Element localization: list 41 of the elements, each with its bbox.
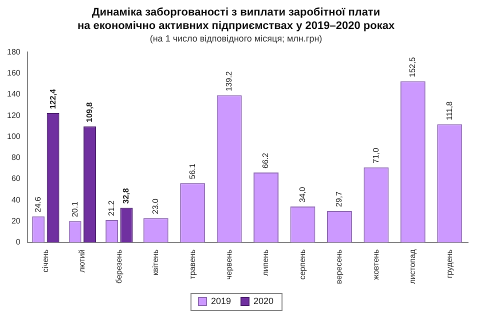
data-label: 122,4 (48, 88, 58, 110)
data-label: 111,8 (444, 100, 454, 120)
y-tick-label: 20 (11, 216, 21, 226)
legend-label: 2019 (210, 296, 232, 306)
y-tick-label: 140 (6, 90, 21, 99)
y-tick-label: 160 (6, 68, 21, 78)
data-label: 152,5 (408, 56, 418, 78)
x-tick-label: липень (261, 249, 270, 276)
x-tick-label: жовтень (371, 249, 380, 280)
y-tick-label: 80 (11, 153, 21, 162)
legend-label: 2020 (254, 296, 274, 306)
data-label: 29,7 (334, 190, 344, 208)
x-tick-label: листопад (408, 249, 418, 284)
data-label: 24.6 (34, 196, 43, 212)
x-tick-label: вересень (334, 249, 344, 284)
x-tick-label: лютий (78, 249, 87, 272)
data-label: 109,8 (84, 102, 94, 122)
x-tick-label: березень (114, 249, 124, 284)
chart-title: Динаміка заборгованості з виплати заробітної плати на економічно активних підприємствах у 2019–2020 роках (77, 6, 396, 32)
x-tick-label: червень (224, 249, 234, 280)
x-tick-label: серпень (298, 249, 307, 280)
y-tick-label: 120 (6, 110, 21, 120)
chart-subtitle: (на 1 число відповідного місяця; млн.грн) (150, 33, 322, 44)
y-tick-label: 100 (6, 132, 21, 141)
y-tick-label: 0 (16, 238, 21, 247)
x-tick-label: квітень (151, 249, 160, 276)
data-label: 32,8 (122, 188, 131, 204)
data-label: 66.2 (261, 152, 270, 168)
x-tick-label: січень (40, 249, 50, 272)
x-tick-label: грудень (444, 249, 454, 278)
y-tick-label: 180 (6, 47, 21, 56)
data-label: 21.2 (107, 200, 116, 216)
data-label: 23.0 (151, 198, 160, 214)
data-label: 34,0 (298, 186, 307, 202)
data-label: 139.2 (224, 70, 234, 92)
data-label: 56.1 (188, 162, 197, 180)
y-tick-label: 40 (11, 195, 21, 204)
x-tick-label: травень (188, 249, 197, 280)
y-tick-label: 60 (11, 174, 21, 184)
data-label: 20.1 (70, 201, 80, 218)
data-label: 71,0 (371, 147, 380, 164)
